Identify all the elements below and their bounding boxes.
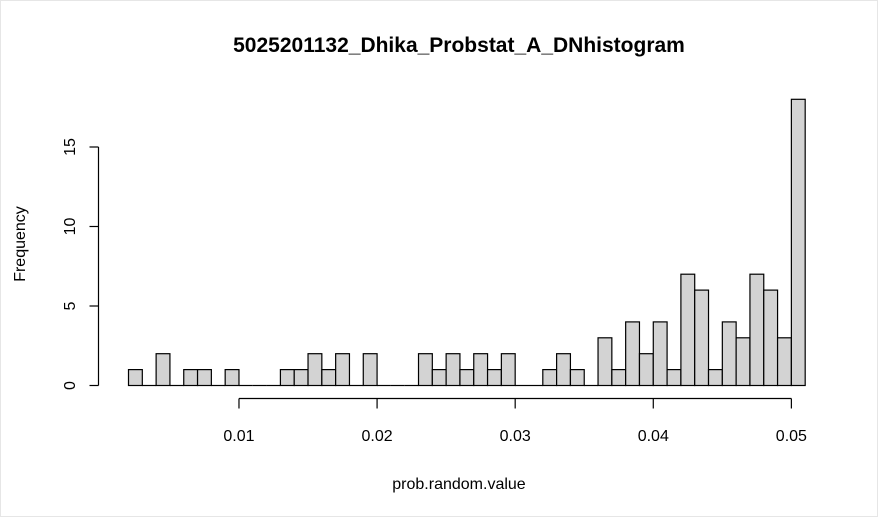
- chart-title: 5025201132_Dhika_Probstat_A_DNhistogram: [233, 34, 685, 57]
- histogram-bar: [569, 369, 585, 387]
- histogram-bar: [597, 337, 613, 387]
- histogram-bar: [707, 369, 723, 387]
- y-tick-label: 15: [62, 138, 79, 156]
- histogram-bar: [625, 321, 641, 387]
- y-tick-label: 10: [62, 218, 79, 236]
- histogram-bar: [500, 353, 516, 387]
- histogram-bar: [473, 353, 489, 387]
- histogram-bar: [431, 369, 447, 387]
- y-axis: 0 5 10 15: [62, 138, 100, 390]
- histogram-bar: [556, 353, 572, 387]
- histogram-bar: [196, 369, 212, 387]
- x-tick-label: 0.04: [638, 428, 669, 445]
- histogram-bar: [694, 289, 710, 387]
- histogram-bar: [127, 369, 143, 387]
- histogram-bar: [611, 369, 627, 387]
- histogram-bar: [293, 369, 309, 387]
- x-tick-label: 0.03: [500, 428, 531, 445]
- histogram-bar: [335, 353, 351, 387]
- histogram-bar: [362, 353, 378, 387]
- y-axis-label: Frequency: [12, 206, 29, 282]
- histogram-bar: [459, 369, 475, 387]
- histogram-bar: [417, 353, 433, 387]
- histogram-bar: [224, 369, 240, 387]
- histogram-bar: [735, 337, 751, 387]
- histogram-bar: [776, 337, 792, 387]
- histogram-bar: [790, 98, 806, 387]
- x-tick-label: 0.02: [362, 428, 393, 445]
- histogram-bar: [321, 369, 337, 387]
- histogram-bar: [638, 353, 654, 387]
- histogram-bar: [652, 321, 668, 387]
- histogram-bar: [486, 369, 502, 387]
- x-axis: 0.01 0.02 0.03 0.04 0.05: [223, 397, 807, 445]
- histogram-bar: [721, 321, 737, 387]
- histogram-bar: [763, 289, 779, 387]
- x-tick-label: 0.05: [776, 428, 807, 445]
- x-axis-label: prob.random.value: [392, 476, 526, 493]
- histogram-bars: [127, 98, 806, 387]
- histogram-bar: [183, 369, 199, 387]
- histogram-bar: [445, 353, 461, 387]
- y-tick-label: 5: [62, 301, 79, 310]
- histogram-bar: [680, 273, 696, 387]
- histogram-bar: [542, 369, 558, 387]
- x-tick-label: 0.01: [223, 428, 254, 445]
- histogram-bar: [666, 369, 682, 387]
- histogram-bar: [279, 369, 295, 387]
- histogram-bar: [749, 273, 765, 387]
- y-tick-label: 0: [62, 381, 79, 390]
- histogram-bar: [155, 353, 171, 387]
- histogram-bar: [307, 353, 323, 387]
